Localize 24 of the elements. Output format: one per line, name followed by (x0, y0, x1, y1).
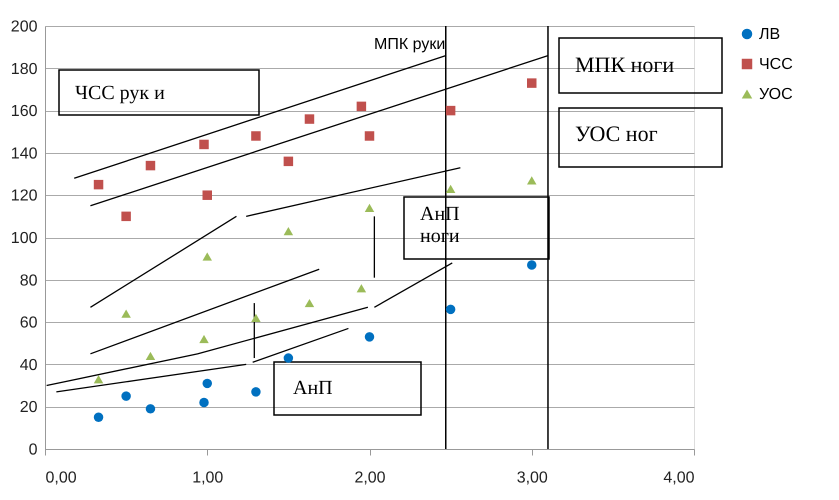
x-tick-label: 0,00 (46, 470, 77, 486)
y-tick-label: 160 (10, 103, 38, 120)
y-tick-label: 80 (20, 272, 38, 290)
y-tick-label: 40 (20, 356, 38, 374)
legend-label: ЛВ (759, 26, 780, 43)
y-tick-label: 100 (10, 230, 38, 247)
annotation: ЧСС рук и (75, 82, 166, 104)
y-tick-label: 200 (10, 18, 38, 36)
x-tick-label: 4,00 (663, 470, 695, 486)
y-tick-label: 0 (28, 442, 38, 458)
x-tick-label: 2,00 (354, 470, 386, 486)
y-tick-label: 120 (10, 188, 38, 205)
annotation: УОС ног (575, 121, 658, 146)
y-tick-label: 60 (20, 314, 38, 332)
annotation: АнП (293, 377, 333, 399)
legend-label: ЧСС (759, 56, 793, 73)
x-tick-label: 1,00 (192, 470, 224, 486)
annotation: МПК ноги (575, 52, 674, 77)
y-tick-label: 20 (20, 399, 38, 416)
y-tick-label: 180 (10, 60, 38, 78)
y-tick-label: 140 (10, 145, 38, 162)
x-tick-label: 3,00 (516, 470, 548, 486)
legend-label: УОС (759, 86, 793, 103)
annotation: МПК руки (374, 36, 446, 53)
